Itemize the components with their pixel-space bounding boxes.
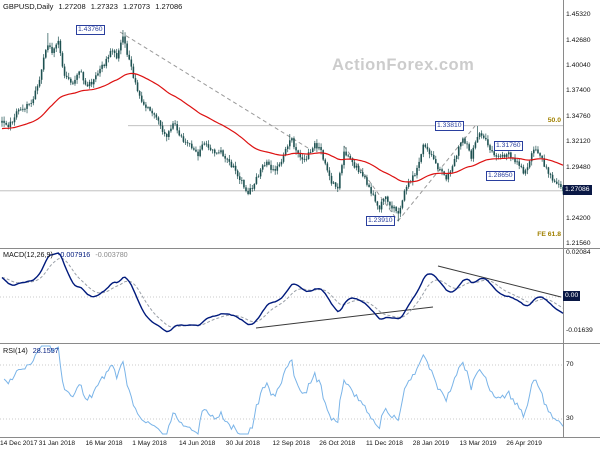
date-label: 12 Sep 2018: [272, 440, 310, 447]
rsi-axis-30-label: 30: [566, 415, 574, 422]
ohlc-low-value: 1.27073: [122, 2, 151, 11]
macd-name: MACD(12,26,9): [3, 250, 53, 259]
rsi-axis-70-label: 70: [566, 361, 574, 368]
date-label: 26 Oct 2018: [319, 440, 356, 447]
price-level-lines: [0, 125, 563, 192]
current-price-badge: 1.27086: [563, 185, 592, 195]
price-annotation: 1.33810: [435, 121, 464, 131]
symbol-timeframe-label: GBPUSD,Daily: [3, 2, 54, 11]
price-axis-label: 1.34760: [566, 112, 591, 120]
price-axis-label: 1.32120: [566, 138, 591, 146]
fib-extension-label: FE 61.8: [537, 231, 561, 238]
price-axis-label: 1.29480: [566, 163, 591, 171]
price-axis-label: 1.40040: [566, 61, 591, 69]
rsi-value: 28.1557: [32, 346, 59, 355]
date-label: 11 Dec 2018: [366, 440, 403, 447]
macd-axis-bottom-label: -0.01639: [566, 327, 593, 334]
chart-header: GBPUSD,Daily 1.27208 1.27323 1.27073 1.2…: [3, 2, 182, 11]
macd-signal-value: -0.003780: [95, 250, 128, 259]
ohlc-close-value: 1.27086: [155, 2, 183, 11]
price-annotation: 1.28650: [486, 170, 515, 181]
macd-axis-top-label: 0.02084: [566, 249, 591, 256]
rsi-indicator-label: RSI(14) 28.1557: [3, 346, 59, 355]
date-label: 14 Dec 2017: [0, 440, 38, 447]
price-annotation: 1.43760: [76, 25, 105, 35]
price-annotation: 1.31760: [494, 140, 523, 151]
panel-separators: [0, 0, 600, 438]
date-label: 1 May 2018: [132, 440, 167, 447]
date-label: 16 Mar 2018: [85, 440, 123, 447]
macd-main-value: -0.007916: [57, 250, 91, 259]
watermark: ActionForex.com: [332, 56, 475, 74]
date-label: 28 Jan 2019: [412, 440, 450, 447]
candlesticks: [1, 30, 564, 222]
price-axis-label: 1.24200: [566, 214, 591, 222]
ema55-line: [1, 72, 564, 183]
price-axis-label: 1.37400: [566, 87, 591, 95]
date-label: 14 Jun 2018: [179, 440, 216, 447]
price-annotation: 1.23910: [366, 216, 395, 227]
date-label: 31 Jan 2018: [38, 440, 76, 447]
price-axis-label: 1.42680: [566, 36, 591, 44]
macd-zero-badge: 0.00: [563, 291, 581, 301]
macd-panel: [0, 252, 564, 333]
rsi-panel: [0, 345, 564, 435]
rsi-name: RSI(14): [3, 346, 28, 355]
price-axis-label: 1.45320: [566, 11, 591, 18]
price-axis-label: 1.21560: [566, 240, 591, 247]
ohlc-high-value: 1.27323: [90, 2, 118, 11]
date-label: 13 Mar 2019: [459, 440, 497, 447]
ohlc-open-value: 1.27208: [58, 2, 86, 11]
macd-indicator-label: MACD(12,26,9) -0.007916 -0.003780: [3, 250, 128, 259]
date-label: 30 Jul 2018: [225, 440, 260, 447]
date-label: 26 Apr 2019: [506, 440, 542, 447]
fib-50-label: 50.0: [547, 116, 561, 124]
